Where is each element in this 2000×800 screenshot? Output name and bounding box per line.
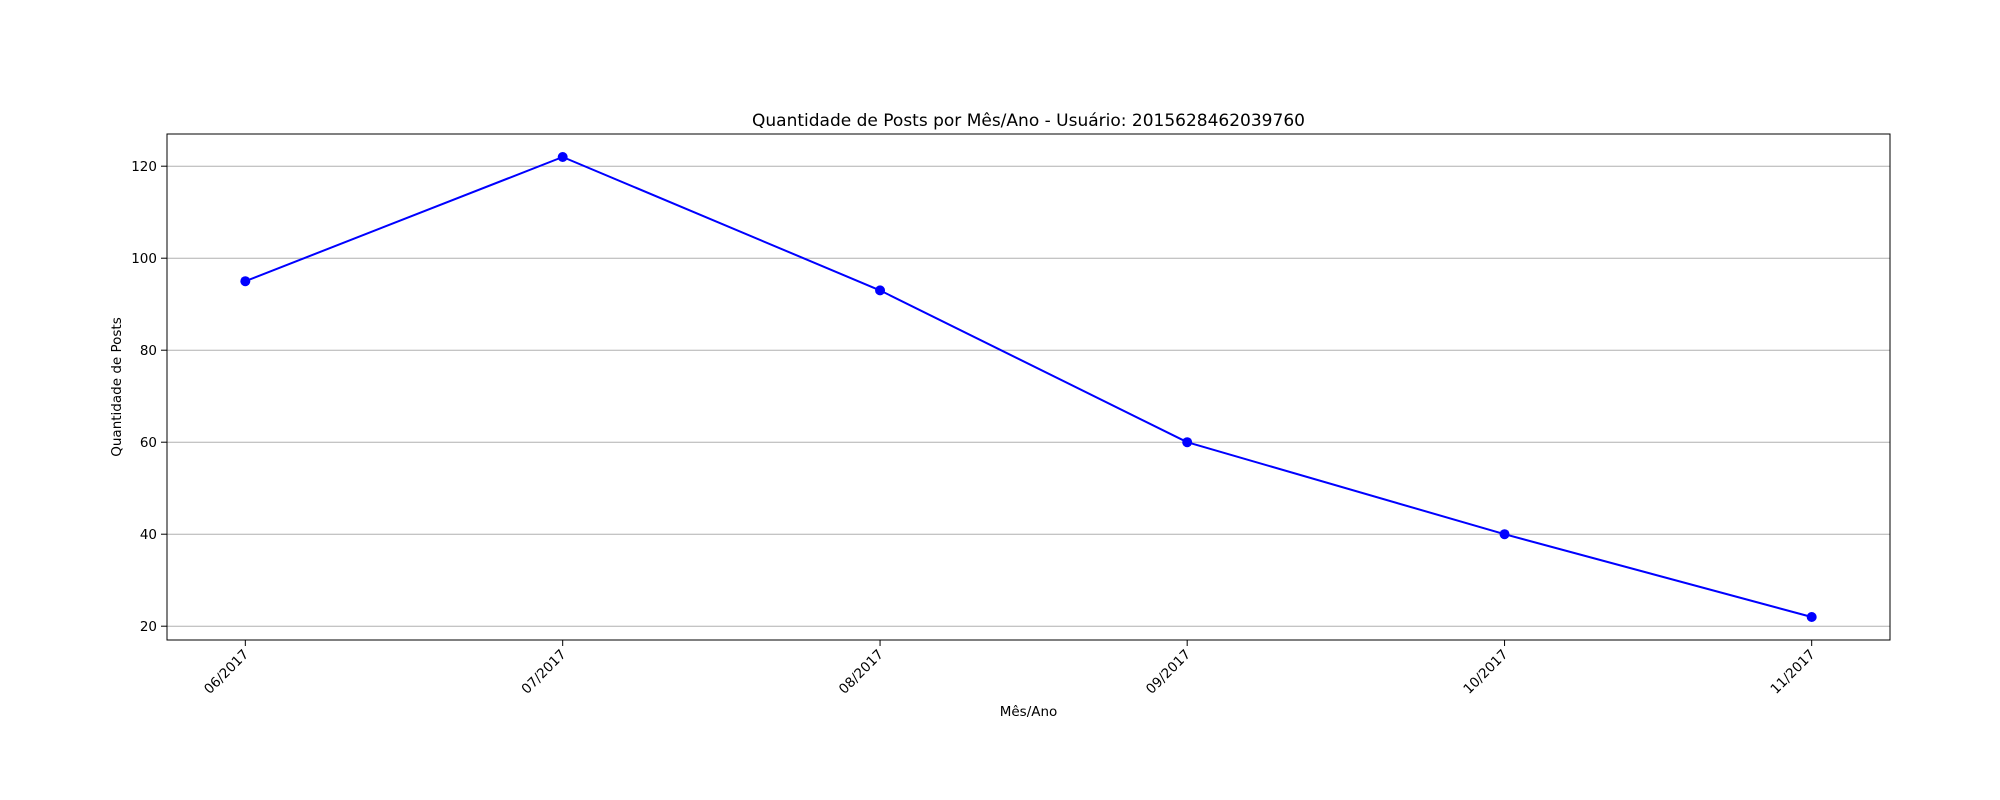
data-point	[557, 152, 568, 162]
x-tick-label: 08/2017	[836, 647, 887, 698]
data-point	[875, 285, 886, 296]
grid	[167, 165, 1890, 627]
y-tick-label: 20	[140, 619, 157, 635]
x-tick-label: 11/2017	[1768, 647, 1819, 698]
x-tick-label: 09/2017	[1143, 647, 1194, 698]
plot-frame	[166, 133, 1891, 641]
chart-title: Quantidade de Posts por Mês/Ano - Usuári…	[752, 111, 1305, 131]
y-tick-label: 60	[140, 435, 157, 451]
y-tick-label: 120	[131, 159, 157, 175]
x-tick-label: 10/2017	[1460, 647, 1511, 698]
x-axis-label: Mês/Ano	[1000, 704, 1058, 720]
axes: 20 40 60 80 100 120 06/2017 07/2017 08/2017 09/20…	[131, 133, 1891, 698]
data-point	[1806, 612, 1817, 622]
y-tick-label: 40	[140, 527, 157, 543]
data-point	[1182, 437, 1193, 448]
data-point	[1499, 529, 1510, 540]
y-tick-label: 80	[140, 343, 157, 359]
y-tick-label: 100	[131, 251, 157, 267]
x-tick-label: 06/2017	[201, 647, 252, 698]
series-line	[244, 156, 1812, 618]
y-axis-label: Quantidade de Posts	[109, 317, 125, 457]
x-tick-label: 07/2017	[519, 647, 570, 698]
data-point	[240, 276, 251, 287]
series	[240, 152, 1817, 622]
